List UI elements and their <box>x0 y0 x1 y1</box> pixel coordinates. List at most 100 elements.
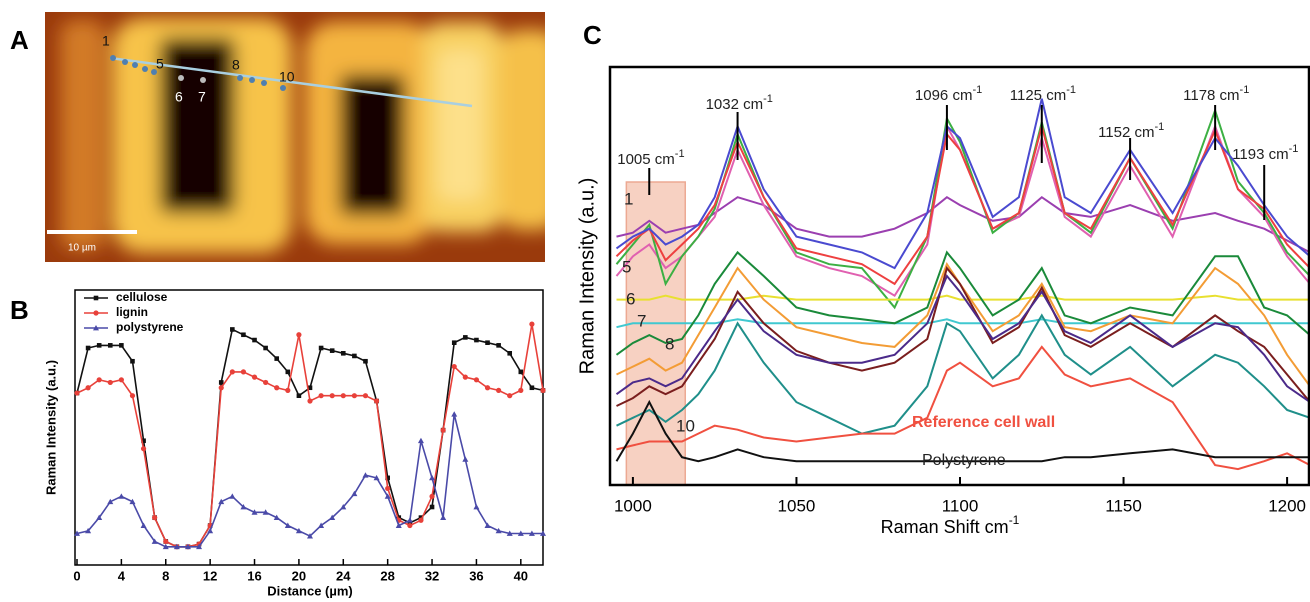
data-point <box>518 369 524 375</box>
data-point <box>85 345 91 351</box>
plot-frame <box>74 289 544 566</box>
point-label: 8 <box>232 57 240 73</box>
data-point <box>496 343 501 348</box>
x-tick-label: 1000 <box>614 496 652 515</box>
peak-label-text: 1152 cm <box>1098 124 1154 141</box>
data-point <box>140 522 147 528</box>
data-point <box>296 393 302 398</box>
data-point <box>474 337 479 343</box>
curve-label: 10 <box>676 416 695 435</box>
data-point <box>440 427 446 433</box>
data-point <box>506 530 513 536</box>
legend-label: lignin <box>116 305 148 319</box>
panel-label: B <box>10 295 29 325</box>
data-point <box>207 527 214 534</box>
data-point <box>429 474 436 481</box>
data-point <box>451 340 457 345</box>
peak-label-text: 1032 cm <box>706 96 764 113</box>
spectrum-line <box>615 107 1310 310</box>
data-point <box>518 387 524 393</box>
data-point <box>274 385 280 391</box>
data-point <box>318 393 324 399</box>
peak-label-text: 1178 cm <box>1183 87 1239 104</box>
data-point <box>240 369 247 375</box>
data-point <box>252 337 257 343</box>
data-point <box>373 398 380 404</box>
peak-label-text: 1193 cm <box>1232 146 1288 163</box>
x-tick-label: 1100 <box>942 496 979 515</box>
y-axis-title: Raman Intensity (a.u.) <box>576 178 598 375</box>
data-point <box>318 522 325 528</box>
legend-label: polystyrene <box>116 320 184 334</box>
data-point <box>528 530 535 536</box>
data-point <box>418 515 424 520</box>
data-point <box>74 390 80 396</box>
data-point <box>251 374 258 380</box>
data-point <box>529 321 535 327</box>
peak-label-sup: -1 <box>763 93 773 105</box>
data-point <box>440 514 447 520</box>
data-point <box>540 387 546 393</box>
data-point <box>140 446 147 452</box>
data-point <box>495 527 502 534</box>
x-tick-label: 4 <box>118 568 126 583</box>
data-point <box>152 515 158 521</box>
data-point <box>119 343 124 348</box>
data-point <box>329 393 335 399</box>
data-point <box>162 543 169 550</box>
peak-label-sup: -1 <box>972 84 982 96</box>
data-point <box>307 533 313 539</box>
panel-b: 0 4 8 12 16 20 24 28 32 36 40 Distance (µm) Raman In… <box>43 289 546 598</box>
data-point <box>196 543 203 550</box>
point-label: 5 <box>156 56 164 72</box>
data-point <box>496 387 502 393</box>
data-point <box>396 515 402 520</box>
x-tick-label: 32 <box>425 568 439 583</box>
data-point <box>229 493 236 499</box>
x-axis-title: Raman Shift cm-1 <box>881 513 1020 537</box>
peak-label-sup: -1 <box>1289 143 1299 155</box>
data-point <box>129 498 136 505</box>
x-tick-label: 1200 <box>1268 496 1306 515</box>
legend-marker <box>93 310 99 316</box>
spectrum-line <box>615 250 1310 356</box>
x-axis-title: Distance (µm) <box>267 583 353 598</box>
x-axis-title-text: Raman Shift cm <box>881 517 1009 537</box>
data-point <box>130 358 135 364</box>
data-point <box>251 509 258 515</box>
x-tick-label: 40 <box>514 568 528 583</box>
x-tick-label: 1150 <box>1105 496 1142 515</box>
plot-area <box>615 98 1310 485</box>
data-point <box>107 379 113 386</box>
peak-label-sup: -1 <box>1066 84 1076 96</box>
data-point <box>395 522 402 528</box>
spectrum-line <box>615 274 1310 403</box>
x-axis-title-sup: -1 <box>1009 513 1020 527</box>
data-point <box>74 530 80 536</box>
point-label: 7 <box>198 89 206 105</box>
data-point <box>529 385 535 391</box>
data-point <box>417 437 424 444</box>
data-point <box>429 504 435 510</box>
curve-label: Reference cell wall <box>912 414 1055 431</box>
peak-label: 1032 cm-1 <box>706 93 773 113</box>
peak-label-sup: -1 <box>675 148 685 160</box>
data-point <box>151 538 158 544</box>
peak-label: 1193 cm-1 <box>1232 143 1298 163</box>
x-tick-label: 36 <box>469 568 483 583</box>
data-point <box>329 514 336 520</box>
data-point <box>451 411 458 417</box>
data-point <box>318 345 324 351</box>
data-point <box>263 345 268 351</box>
data-point <box>340 351 346 356</box>
curve-label: 8 <box>665 334 674 353</box>
x-tick-label: 20 <box>292 568 306 583</box>
data-point <box>351 490 358 497</box>
data-point <box>507 393 513 399</box>
peak-label: 1152 cm-1 <box>1098 121 1164 141</box>
point-label: 10 <box>279 69 295 85</box>
y-axis-title: Raman Intensity (a.u.) <box>43 360 58 495</box>
peak-label: 1178 cm-1 <box>1183 84 1249 104</box>
series-line <box>76 414 543 548</box>
